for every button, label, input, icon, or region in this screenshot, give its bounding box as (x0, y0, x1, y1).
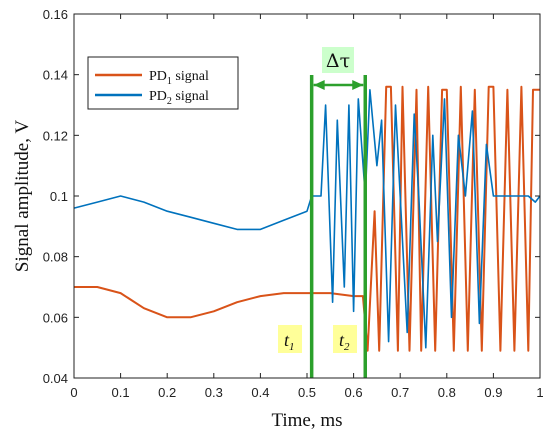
x-tick-label: 0.7 (391, 385, 409, 400)
x-tick-label: 1 (536, 385, 543, 400)
delta-tau-label: Δτ (326, 50, 350, 72)
y-tick-label: 0.1 (50, 189, 68, 204)
delta-tau-highlight (322, 47, 354, 73)
delta-tau-arrowhead-right (352, 80, 364, 90)
x-tick-label: 0.4 (251, 385, 269, 400)
y-tick-label: 0.04 (43, 371, 68, 386)
legend-label-pd1: PD1 signal (149, 69, 209, 87)
series-layer (73, 85, 541, 352)
x-axis-label: Time, ms (271, 410, 342, 431)
plot-frame (73, 13, 541, 379)
x-tick-label: 0.8 (438, 385, 456, 400)
x-tick-label: 0.9 (484, 385, 502, 400)
t1-label: t1 (284, 330, 295, 353)
legend: PD1 signal PD2 signal (87, 56, 239, 110)
y-axis-label: Signal amplitude, V (12, 120, 33, 272)
t2-label: t2 (339, 330, 350, 353)
t2-highlight (333, 325, 357, 353)
x-tick-label: 0.1 (112, 385, 130, 400)
series-line-pd2 (73, 89, 541, 349)
y-tick-label: 0.14 (43, 68, 68, 83)
delta-tau-arrowhead-left (313, 80, 325, 90)
ticks-layer: 0 0.1 0.2 0.3 0.4 0.5 0.6 0.7 0.8 0.9 1 0.04 0.06 0.0… (43, 7, 544, 400)
annotation-layer (309, 75, 367, 378)
x-tick-label: 0.6 (345, 385, 363, 400)
legend-label-pd2: PD2 signal (149, 89, 209, 107)
x-tick-label: 0.3 (205, 385, 223, 400)
y-tick-label: 0.06 (43, 310, 68, 325)
x-tick-label: 0 (70, 385, 77, 400)
x-tick-label: 0.5 (298, 385, 316, 400)
t1-highlight (278, 325, 302, 353)
y-tick-label: 0.16 (43, 7, 68, 22)
x-tick-label: 0.2 (158, 385, 176, 400)
y-tick-label: 0.12 (43, 128, 68, 143)
legend-box (87, 56, 239, 110)
y-tick-label: 0.08 (43, 250, 68, 265)
series-line-pd1 (74, 85, 540, 352)
